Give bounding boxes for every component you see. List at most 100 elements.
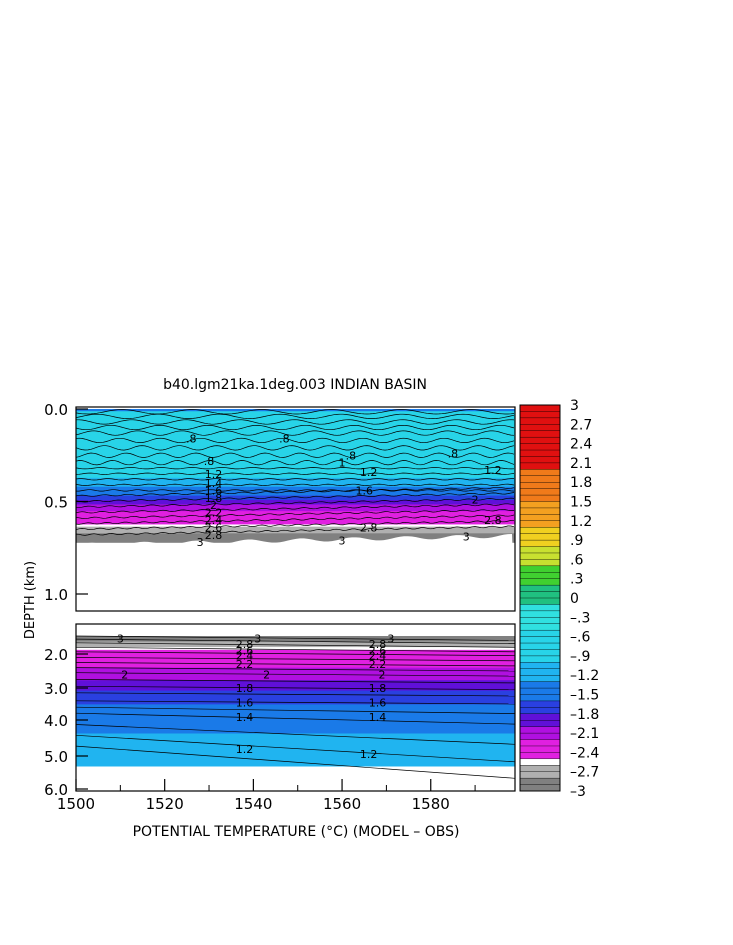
- colorbar-label: –.9: [570, 649, 590, 665]
- upper-contour-line: [76, 419, 515, 425]
- colorbar-box: [519, 681, 561, 689]
- lower-band: [76, 712, 515, 715]
- upper-band: [76, 522, 515, 526]
- lower-band: [76, 702, 515, 705]
- upper-contour-line: [75, 467, 515, 470]
- lower-band: [76, 722, 515, 726]
- contour-label: 3: [254, 632, 261, 645]
- lower-band: [76, 636, 515, 640]
- colorbar-boxes: [519, 404, 561, 792]
- upper-panel-y-ticks: 0.0 0.5 1.0: [44, 401, 88, 604]
- colorbar-box: [519, 713, 561, 721]
- colorbar-box: [519, 559, 561, 567]
- colorbar-box: [519, 636, 561, 644]
- colorbar-label: 3: [570, 398, 579, 414]
- lower-contour-line: [75, 651, 516, 657]
- lower-band: [76, 737, 515, 741]
- upper-band: [76, 455, 515, 459]
- y-tick-label: 0.0: [44, 401, 68, 419]
- x-tick-label: 1580: [412, 795, 450, 813]
- upper-band: [76, 471, 515, 474]
- lower-band: [76, 698, 515, 702]
- colorbar-box: [519, 623, 561, 631]
- colorbar-box: [519, 675, 561, 683]
- upper-contour-line: [76, 489, 515, 492]
- x-tick-label: 1560: [323, 795, 361, 813]
- contour-label: 3: [463, 531, 470, 544]
- upper-contour-line: [75, 503, 515, 514]
- colorbar-box: [519, 424, 561, 432]
- upper-band: [76, 422, 515, 426]
- upper-contour-line: [75, 483, 515, 486]
- lower-band: [76, 735, 515, 739]
- upper-contour-line: [75, 478, 514, 481]
- colorbar-label: 1.5: [570, 495, 592, 511]
- colorbar-label: 2.1: [570, 456, 592, 472]
- lower-band: [76, 690, 515, 694]
- upper-contour-line: [75, 514, 515, 525]
- upper-band: [76, 435, 515, 439]
- upper-band: [76, 493, 515, 497]
- upper-band: [76, 409, 515, 412]
- colorbar-box: [519, 720, 561, 728]
- lower-band: [76, 720, 515, 723]
- lower-contour-line: [75, 672, 516, 677]
- lower-band: [76, 740, 515, 743]
- contour-label: 1.4: [236, 711, 254, 724]
- colorbar-box: [519, 507, 561, 515]
- upper-band: [76, 535, 515, 539]
- lower-panel: 3 3 32.8 2.82.6 2.62.4 2.42.2 2.22 2 21.8 1.81.6 1…: [44, 623, 516, 813]
- colorbar-box: [519, 732, 561, 741]
- upper-band: [76, 500, 515, 503]
- lower-contour-line: [75, 692, 516, 697]
- upper-band: [76, 464, 515, 468]
- lower-band: [76, 669, 515, 673]
- upper-bottom-mask: [76, 533, 515, 611]
- colorbar-box: [519, 469, 561, 477]
- lower-panel-frame: [75, 623, 516, 792]
- upper-band: [76, 502, 515, 506]
- contour-label: 3: [387, 632, 394, 645]
- contour-label: 3: [117, 632, 124, 645]
- contour-label: 2: [263, 668, 270, 681]
- x-axis-ticks: 1500 1520 1540 1560 1580: [57, 779, 476, 813]
- contour-label: 1.2: [484, 464, 502, 477]
- colorbar-label: .9: [570, 533, 583, 549]
- contour-label: 1.4: [369, 711, 387, 724]
- colorbar-box: [519, 488, 561, 496]
- colorbar-box: [519, 584, 561, 593]
- lower-band: [76, 731, 515, 735]
- contour-label: 2.8: [205, 529, 223, 542]
- colorbar-box: [519, 578, 561, 586]
- lower-contour-line: [75, 635, 516, 641]
- colorbar-box: [519, 533, 561, 541]
- upper-panel-contour-labels: .8.8.8.8.811.2 1.2 1.21.41.6 1.61.82 22.22.4…: [186, 433, 502, 550]
- contour-label: 2.8: [369, 638, 387, 651]
- colorbar-box: [519, 462, 561, 470]
- colorbar-label: .3: [570, 572, 583, 588]
- x-tick-label: 1500: [57, 795, 95, 813]
- contour-label: 1.6: [205, 484, 223, 497]
- colorbar-label: –.3: [570, 610, 590, 626]
- colorbar-box: [519, 649, 561, 657]
- lower-contour-line: [75, 642, 516, 648]
- lower-contour-line: [75, 724, 516, 745]
- lower-band: [76, 749, 515, 752]
- colorbar-box: [519, 417, 561, 425]
- colorbar-box: [519, 739, 561, 747]
- contour-label: 1: [339, 457, 346, 470]
- upper-band: [76, 524, 515, 528]
- colorbar-box: [519, 501, 561, 509]
- upper-band: [76, 468, 515, 472]
- contour-label: 2.8: [484, 514, 502, 527]
- colorbar-label: 0: [570, 591, 579, 607]
- lower-band: [76, 757, 515, 761]
- colorbar-box: [519, 765, 561, 773]
- upper-band: [76, 417, 515, 421]
- colorbar-box: [519, 572, 561, 580]
- colorbar-label: 1.8: [570, 475, 592, 491]
- upper-band: [76, 488, 515, 492]
- upper-band: [76, 533, 515, 537]
- colorbar-box: [519, 784, 561, 792]
- lower-band: [76, 671, 515, 675]
